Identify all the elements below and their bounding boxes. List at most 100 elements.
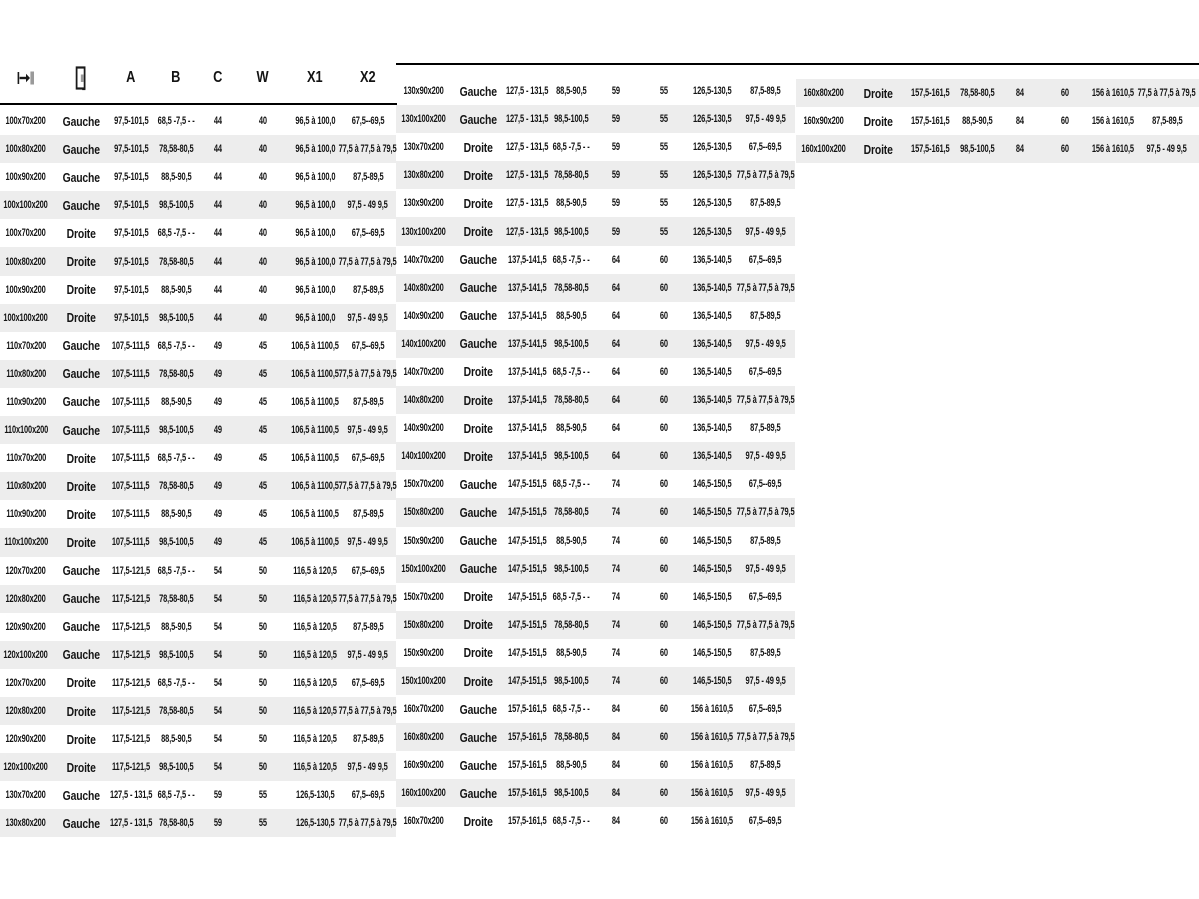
size-cell: 130x70x200: [5, 789, 47, 802]
dim-x1-cell: 96,5 à 100,0: [295, 199, 335, 212]
dim-b-cell: 88,5-90,5: [160, 283, 192, 296]
dim-x1-cell: 146,5-150,5: [692, 506, 732, 519]
dim-b-cell: 88,5-90,5: [962, 115, 993, 128]
dim-c-cell: 64: [611, 337, 621, 350]
dim-c-cell: 49: [213, 424, 223, 437]
dim-a-cell: 157,5-161,5: [910, 143, 950, 156]
dim-b-cell: 68,5 -7,5 - -: [552, 253, 590, 266]
table-row: 120x80x200 Gauche 117,5-121,5 78,58-80,5 54 5…: [0, 584, 397, 613]
dim-x2-cell: 97,5 - 49 9,5: [347, 536, 389, 549]
table-row: 110x80x200 Gauche 107,5-111,5 78,58-80,5 49 4…: [0, 359, 397, 388]
size-cell: 160x80x200: [803, 87, 845, 100]
dim-x2-cell: 87,5-89,5: [750, 759, 781, 772]
dim-c-cell: 59: [611, 141, 621, 154]
size-cell: 120x90x200: [5, 620, 47, 633]
dim-b-cell: 88,5-90,5: [555, 197, 587, 210]
continuation-top-rule: [396, 63, 1199, 65]
dim-c-cell: 49: [213, 367, 223, 380]
size-cell: 110x70x200: [6, 452, 46, 465]
dim-x1-cell: 156 à 1610,5: [690, 815, 734, 828]
table-row: 110x100x200 Droite 107,5-111,5 98,5-100,5 49…: [0, 528, 396, 557]
door-side-cell: Gauche: [62, 394, 100, 410]
dim-w-cell: 55: [659, 85, 669, 98]
dim-x1-cell: 96,5 à 100,0: [295, 283, 335, 296]
dim-w-cell: 60: [659, 253, 669, 266]
dim-w-cell: 55: [258, 789, 268, 802]
dim-a-cell: 107,5-111,5: [112, 480, 150, 493]
dim-b-cell: 68,5 -7,5 - -: [157, 339, 195, 352]
dim-c-cell: 84: [611, 703, 621, 716]
door-side-cell: Gauche: [459, 476, 498, 492]
dim-w-cell: 45: [258, 395, 268, 408]
dim-b-cell: 88,5-90,5: [555, 759, 587, 772]
table-row: 120x80x200 Droite 117,5-121,5 78,58-80,5 54 5…: [0, 696, 397, 726]
dim-x1-cell: 146,5-150,5: [692, 478, 732, 491]
dim-x1-cell: 116,5 à 120,5: [293, 705, 337, 718]
dim-x1-cell: 96,5 à 100,0: [295, 171, 335, 184]
dim-w-cell: 40: [258, 143, 268, 156]
dim-w-cell: 60: [659, 506, 669, 519]
dim-b-cell: 88,5-90,5: [555, 422, 587, 435]
dim-a-cell: 157,5-161,5: [508, 815, 547, 828]
door-side-cell: Gauche: [459, 504, 498, 520]
dim-a-cell: 127,5 - 131,5: [506, 85, 549, 98]
dim-b-cell: 98,5-100,5: [158, 311, 194, 324]
dim-x2-cell: 67,5--69,5: [749, 478, 782, 491]
dim-a-cell: 97,5-101,5: [113, 171, 149, 184]
dim-c-cell: 54: [213, 620, 223, 633]
dim-x2-cell: 87,5-89,5: [750, 422, 781, 435]
dim-x1-cell: 126,5-130,5: [295, 789, 335, 802]
dim-a-cell: 117,5-121,5: [111, 676, 151, 689]
table-row: 110x70x200 Gauche 107,5-111,5 68,5 -7,5 - -…: [0, 332, 396, 360]
dim-c-cell: 49: [213, 536, 223, 549]
dim-c-cell: 49: [213, 480, 223, 493]
door-side-cell: Gauche: [459, 111, 498, 127]
door-side-cell: Droite: [463, 645, 494, 661]
door-side-cell: Droite: [66, 675, 96, 691]
dim-w-cell: 60: [659, 422, 669, 435]
dim-x2-cell: 87,5-89,5: [750, 309, 781, 322]
table-row: 140x100x200 Droite 137,5-141,5 98,5-100,5 64…: [396, 442, 795, 471]
dim-a-cell: 107,5-111,5: [112, 424, 150, 437]
dim-x2-cell: 97,5 - 49 9,5: [745, 675, 786, 688]
size-cell: 100x70x200: [5, 227, 47, 240]
dim-x2-cell: 67,5--69,5: [351, 676, 385, 689]
dim-w-cell: 60: [659, 337, 669, 350]
dim-c-cell: 49: [213, 339, 223, 352]
dim-x2-cell: 97,5 - 49 9,5: [347, 424, 389, 437]
dim-c-cell: 84: [1015, 87, 1025, 100]
table-column-middle: 130x90x200 Gauche 127,5 - 131,5 88,5-90,5 59…: [396, 77, 795, 836]
dim-w-cell: 60: [659, 394, 669, 407]
dim-w-cell: 60: [1060, 115, 1070, 128]
dim-x1-cell: 106,5 à 1100,5: [291, 536, 339, 549]
table-row: 120x70x200 Droite 117,5-121,5 68,5 -7,5 - -…: [0, 669, 396, 697]
dim-b-cell: 98,5-100,5: [158, 424, 194, 437]
dim-w-cell: 50: [258, 733, 268, 746]
dim-x2-cell: 67,5--69,5: [749, 141, 782, 154]
size-cell: 140x70x200: [403, 365, 445, 378]
door-side-cell: Droite: [66, 506, 96, 522]
table-row: 160x100x200 Droite 157,5-161,5 98,5-100,5 84…: [796, 135, 1199, 164]
dim-a-cell: 147,5-151,5: [508, 618, 547, 631]
dim-x2-cell: 97,5 - 49 9,5: [745, 113, 786, 126]
dim-x1-cell: 136,5-140,5: [692, 450, 732, 463]
dim-a-cell: 97,5-101,5: [113, 115, 149, 128]
door-side-cell: Droite: [66, 478, 96, 494]
dim-x1-cell: 96,5 à 100,0: [295, 255, 335, 268]
dim-x1-cell: 126,5-130,5: [692, 113, 732, 126]
door-side-cell: Gauche: [459, 280, 498, 296]
header-underline-rule: [0, 103, 397, 105]
dim-x1-cell: 116,5 à 120,5: [293, 648, 337, 661]
dim-w-cell: 50: [258, 592, 268, 605]
dim-a-cell: 137,5-141,5: [508, 309, 547, 322]
dim-b-cell: 78,58-80,5: [553, 169, 589, 182]
size-cell: 130x90x200: [403, 85, 445, 98]
col-header-b: B: [171, 69, 181, 86]
dim-x2-cell: 87,5-89,5: [352, 508, 384, 521]
dim-x1-cell: 96,5 à 100,0: [295, 311, 335, 324]
dim-x2-cell: 77,5 à 77,5 à 79,5: [736, 394, 795, 407]
table-row: 110x80x200 Droite 107,5-111,5 78,58-80,5 49 4…: [0, 472, 397, 501]
door-side-cell: Droite: [66, 703, 96, 719]
dim-x1-cell: 116,5 à 120,5: [293, 620, 337, 633]
dim-x2-cell: 87,5-89,5: [352, 733, 384, 746]
